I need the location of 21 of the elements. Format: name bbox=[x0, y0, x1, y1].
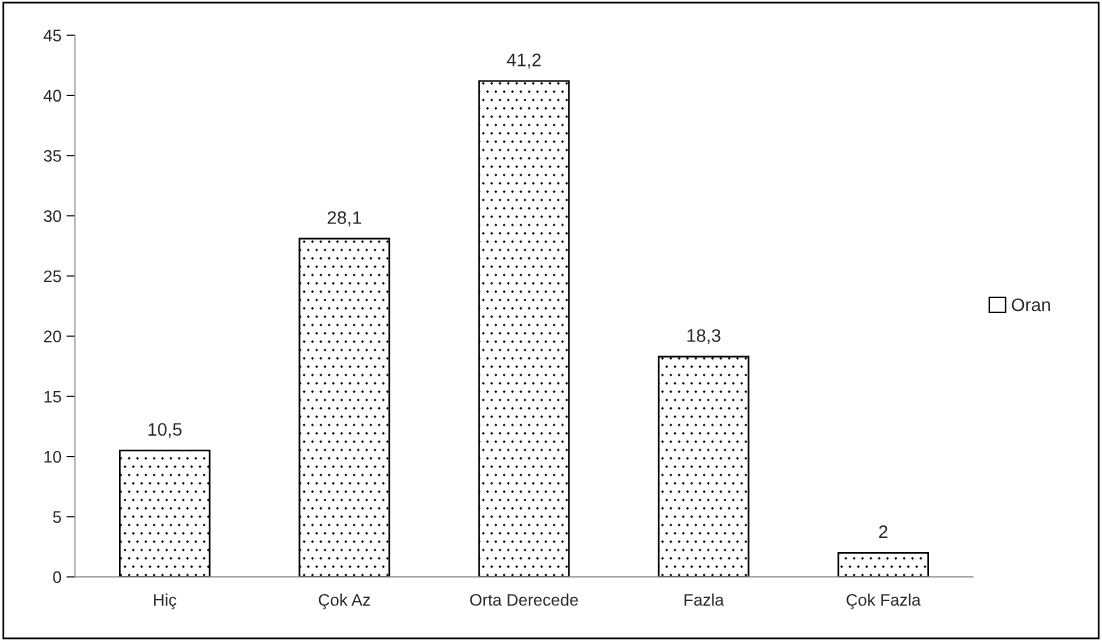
y-tick-label: 30 bbox=[43, 210, 62, 223]
x-tick-label: Çok Fazla bbox=[846, 593, 921, 610]
y-tick-label: 15 bbox=[44, 390, 62, 403]
y-tick-label: 45 bbox=[43, 29, 62, 42]
x-tick-label: Hiç bbox=[154, 593, 177, 610]
legend-label: Oran bbox=[1011, 298, 1050, 312]
data-label: 10,5 bbox=[148, 423, 182, 438]
data-label: 2 bbox=[879, 525, 888, 538]
data-label: 41,2 bbox=[506, 53, 541, 69]
y-tick-label: 35 bbox=[43, 150, 62, 162]
y-tick-label: 40 bbox=[43, 89, 62, 102]
y-tick-label: 0 bbox=[53, 571, 62, 584]
y-tick-label: 25 bbox=[44, 270, 62, 283]
data-label: 28,1 bbox=[327, 211, 362, 227]
x-tick-label: Fazla bbox=[684, 593, 724, 606]
x-tick-label: Çok Az bbox=[318, 593, 370, 610]
y-tick-label: 20 bbox=[44, 330, 62, 343]
data-label: 18,3 bbox=[687, 329, 721, 345]
y-tick-label: 10 bbox=[44, 450, 62, 463]
y-tick-label: 5 bbox=[53, 511, 62, 523]
x-tick-label: Orta Derecede bbox=[470, 593, 578, 606]
